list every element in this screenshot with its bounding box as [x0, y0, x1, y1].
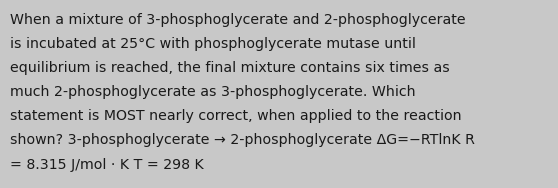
Text: much 2-phosphoglycerate as 3-phosphoglycerate. Which: much 2-phosphoglycerate as 3-phosphoglyc… — [10, 85, 416, 99]
Text: shown? 3-phosphoglycerate → 2-phosphoglycerate ΔG=−RTlnK R: shown? 3-phosphoglycerate → 2-phosphogly… — [10, 133, 475, 147]
Text: When a mixture of 3-phosphoglycerate and 2-phosphoglycerate: When a mixture of 3-phosphoglycerate and… — [10, 13, 466, 27]
Text: is incubated at 25°C with phosphoglycerate mutase until: is incubated at 25°C with phosphoglycera… — [10, 37, 416, 51]
Text: = 8.315 J/mol · K T = 298 K: = 8.315 J/mol · K T = 298 K — [10, 158, 204, 171]
Text: statement is MOST nearly correct, when applied to the reaction: statement is MOST nearly correct, when a… — [10, 109, 461, 123]
Text: equilibrium is reached, the final mixture contains six times as: equilibrium is reached, the final mixtur… — [10, 61, 450, 75]
